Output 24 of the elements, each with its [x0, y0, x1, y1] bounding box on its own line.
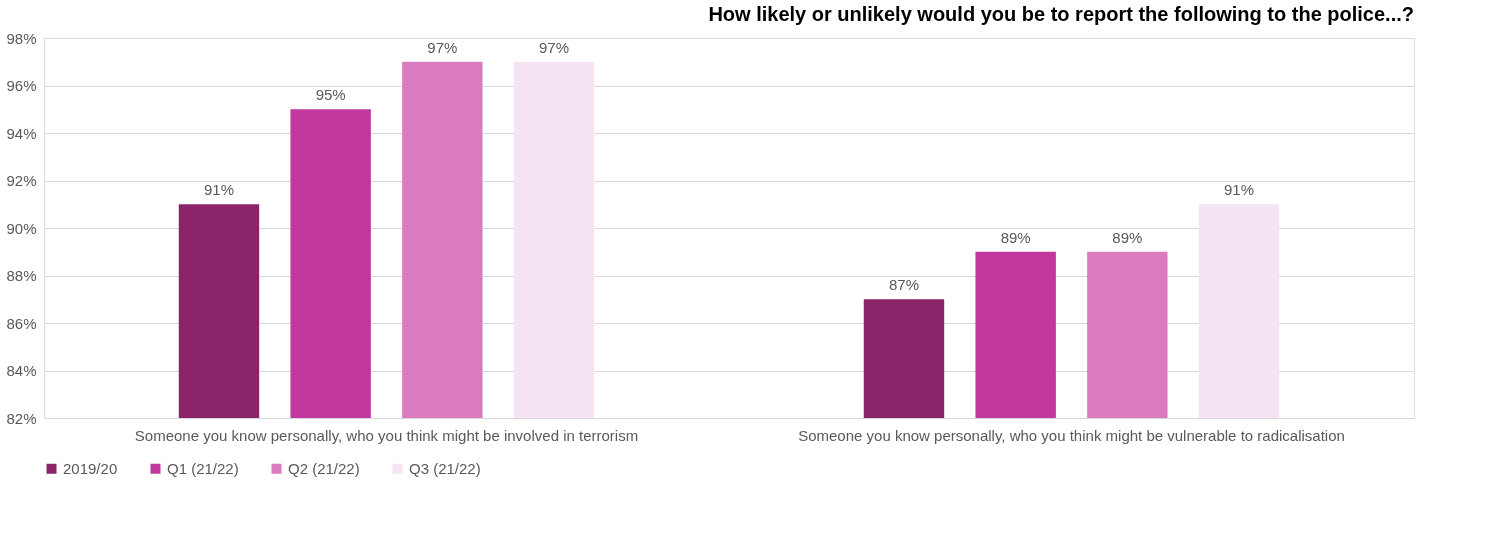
data-label: 89% — [1112, 228, 1143, 246]
y-tick-label: 88% — [6, 267, 37, 284]
x-tick-label: Someone you know personally, who you think might be vulnerable to radicalisation — [798, 426, 1345, 444]
y-tick-label: 82% — [6, 409, 37, 427]
x-tick-label: Someone you know personally, who you think might be involved in terrorism — [134, 426, 639, 444]
chart-title: How likely or unlikely would you be to report the following to the police...? — [708, 3, 1414, 25]
y-tick-label: 92% — [6, 172, 37, 189]
data-label: 89% — [1000, 228, 1031, 246]
y-tick-label: 86% — [6, 314, 37, 332]
y-tick-label: 90% — [6, 219, 37, 237]
legend-label: Q1 (21/22) — [167, 459, 239, 477]
legend-label: Q2 (21/22) — [288, 459, 360, 477]
legend-label: Q3 (21/22) — [409, 459, 481, 477]
legend-label: 2019/20 — [63, 459, 118, 477]
data-label: 97% — [539, 38, 570, 56]
y-tick-label: 84% — [6, 362, 37, 379]
y-tick-label: 94% — [6, 124, 37, 142]
data-label: 91% — [203, 181, 234, 199]
data-label: 97% — [427, 38, 458, 56]
data-label: 95% — [315, 86, 346, 104]
y-tick-label: 96% — [6, 77, 37, 94]
y-tick-label: 98% — [6, 29, 37, 47]
data-label: 91% — [1224, 181, 1255, 199]
data-label: 87% — [888, 276, 919, 294]
